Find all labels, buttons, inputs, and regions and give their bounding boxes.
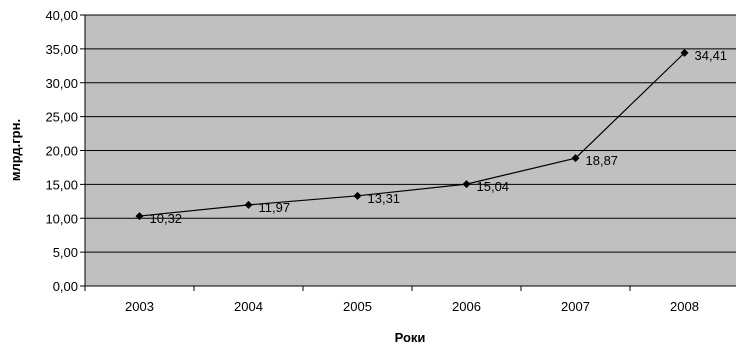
data-label: 13,31 bbox=[368, 191, 401, 206]
x-tick-label: 2004 bbox=[234, 299, 263, 314]
data-labels: 10,32 11,97 13,31 15,04 18,87 34,41 bbox=[150, 48, 728, 226]
data-label: 18,87 bbox=[586, 153, 619, 168]
data-label: 10,32 bbox=[150, 211, 183, 226]
x-tick-label: 2006 bbox=[452, 299, 481, 314]
y-tick-label: 15,00 bbox=[45, 177, 78, 192]
y-axis-title: млрд.грн. bbox=[8, 119, 23, 181]
data-markers bbox=[135, 48, 689, 221]
series-line bbox=[139, 52, 685, 217]
data-marker bbox=[571, 154, 580, 163]
data-marker bbox=[244, 200, 253, 209]
x-tick-label: 2003 bbox=[125, 299, 154, 314]
x-tick-label: 2007 bbox=[561, 299, 590, 314]
y-tick-label: 25,00 bbox=[45, 110, 78, 125]
y-tick-label: 40,00 bbox=[45, 8, 78, 23]
y-axis-ticks: 0,00 5,00 10,00 15,00 20,00 25,00 30,00 35,00 40… bbox=[45, 8, 85, 294]
x-axis-ticks: 2003 2004 2005 2006 2007 2008 bbox=[84, 286, 699, 314]
gridlines bbox=[85, 14, 736, 253]
x-tick-label: 2008 bbox=[670, 299, 699, 314]
data-label: 11,97 bbox=[259, 200, 291, 215]
data-marker bbox=[462, 180, 471, 189]
data-marker bbox=[680, 48, 689, 57]
y-tick-label: 30,00 bbox=[45, 76, 78, 91]
data-marker bbox=[135, 212, 144, 221]
x-tick-label: 2005 bbox=[343, 299, 372, 314]
x-axis-title: Роки bbox=[395, 330, 426, 345]
y-tick-label: 35,00 bbox=[45, 42, 78, 57]
y-tick-label: 5,00 bbox=[53, 245, 78, 260]
data-marker bbox=[353, 191, 362, 200]
y-tick-label: 10,00 bbox=[45, 211, 78, 226]
y-tick-label: 20,00 bbox=[45, 144, 78, 159]
data-label: 34,41 bbox=[695, 48, 728, 63]
data-label: 15,04 bbox=[477, 179, 510, 194]
y-tick-label: 0,00 bbox=[53, 279, 78, 294]
